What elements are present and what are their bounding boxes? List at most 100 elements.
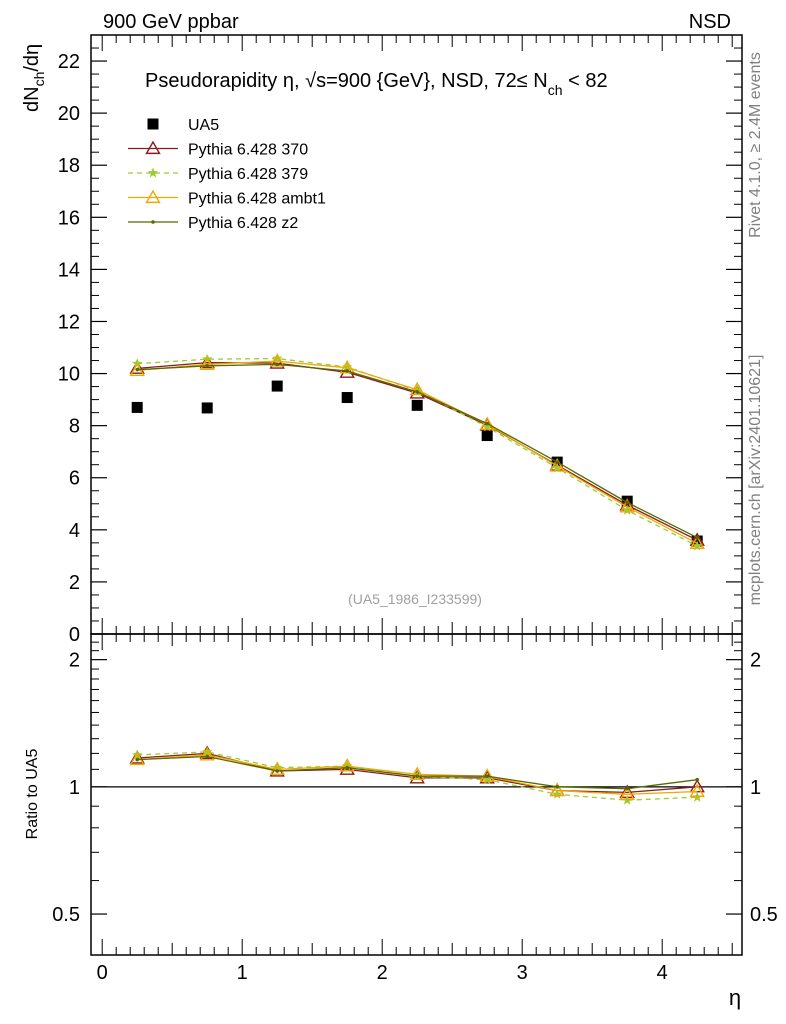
legend-marker — [145, 140, 161, 155]
y-tick-label-right: 1 — [750, 777, 761, 799]
data-point-z2 — [345, 765, 350, 770]
plot-title-main: Pseudorapidity η, √s=900 {GeV}, NSD, 72≤… — [145, 70, 548, 92]
legend-item-z2: Pythia 6.428 z2 — [128, 215, 298, 232]
data-point-UA5 — [411, 399, 423, 411]
legend-item-UA5: UA5 — [147, 117, 219, 134]
data-point-ambt1 — [549, 458, 565, 472]
data-point-UA5 — [271, 380, 283, 392]
legend-marker — [147, 167, 159, 178]
data-point-z2 — [135, 367, 139, 372]
data-point-UA5 — [201, 402, 213, 414]
x-axis-label: η — [729, 985, 741, 1010]
data-point-ambt1 — [339, 758, 355, 772]
data-point-z2 — [275, 362, 280, 367]
data-point-p379 — [482, 774, 493, 785]
series-UA5 — [131, 380, 703, 547]
data-point-p379 — [552, 788, 563, 799]
data-point-ambt1 — [409, 766, 425, 781]
data-point-ambt1 — [129, 751, 145, 766]
mcplots-label: mcplots.cern.ch [arXiv:2401.10621] — [747, 355, 764, 606]
header-right: NSD — [689, 11, 731, 33]
legend-label: Pythia 6.428 370 — [188, 142, 308, 159]
data-point-UA5 — [481, 430, 493, 442]
y-tick-label-right: 0.5 — [750, 904, 778, 926]
data-point-UA5 — [341, 392, 353, 404]
x-tick-label: 0 — [97, 962, 108, 984]
main-panel: 0 2 4 6 8 10 12 14 16 18 20 22 — [58, 34, 743, 646]
data-point-p370 — [269, 355, 285, 369]
data-point-z2 — [555, 460, 559, 464]
x-tick-label: 3 — [517, 962, 528, 984]
data-point-z2 — [485, 421, 490, 426]
data-point-p379 — [552, 462, 563, 473]
plot-title: Pseudorapidity η, √s=900 {GeV}, NSD, 72≤… — [145, 70, 608, 98]
data-point-z2 — [695, 777, 699, 782]
y-tick-label: 0.5 — [52, 904, 80, 926]
data-point-z2 — [205, 363, 209, 368]
series-z2 — [135, 362, 699, 540]
data-point-ambt1 — [199, 747, 215, 761]
ratio-panel: 0.5 0.5 1 1 2 2 0 1 2 3 4 — [52, 633, 778, 984]
x-tick-label: 1 — [237, 962, 248, 984]
data-point-z2 — [415, 774, 420, 778]
data-point-ambt1 — [619, 498, 635, 513]
legend-label: Pythia 6.428 ambt1 — [188, 191, 326, 208]
main-ylabel-a: dN — [21, 86, 43, 112]
plot-title-sub: ch — [548, 82, 563, 98]
main-ylabel-b: /dη — [21, 44, 43, 72]
analysis-watermark: (UA5_1986_I233599) — [348, 591, 482, 607]
y-tick-label: 18 — [58, 155, 80, 177]
header-left: 900 GeV ppbar — [103, 11, 239, 33]
data-point-ambt1 — [479, 416, 495, 430]
main-ylabel-sub: ch — [31, 72, 47, 87]
y-tick-label: 1 — [69, 777, 80, 799]
data-point-p379 — [692, 540, 703, 551]
y-tick-label: 2 — [69, 572, 80, 594]
data-point-p379 — [482, 421, 493, 432]
data-point-ambt1 — [689, 535, 705, 549]
data-point-z2 — [695, 535, 699, 540]
data-point-p379 — [342, 361, 353, 372]
y-tick-label: 12 — [58, 311, 80, 333]
y-tick-label: 2 — [69, 650, 80, 672]
data-point-ambt1 — [409, 381, 425, 396]
y-tick-label: 20 — [58, 103, 80, 125]
y-tick-label: 0 — [69, 624, 80, 646]
data-point-ambt1 — [619, 786, 635, 800]
data-point-z2 — [625, 500, 629, 505]
data-point-z2 — [205, 754, 209, 759]
legend-item-p379: Pythia 6.428 379 — [128, 166, 308, 183]
x-tick-label: 4 — [657, 962, 668, 984]
y-tick-label: 8 — [69, 416, 80, 438]
main-ylabel: dNch/dη — [21, 44, 47, 112]
ratio-ylabel: Ratio to UA5 — [24, 749, 41, 840]
data-point-z2 — [625, 786, 629, 791]
data-point-z2 — [275, 769, 280, 773]
data-point-ambt1 — [689, 783, 705, 798]
data-point-z2 — [485, 774, 490, 778]
y-tick-label: 4 — [69, 520, 80, 542]
legend-marker — [147, 118, 159, 130]
series-line-p379 — [137, 357, 698, 547]
ratio-panel-frame — [90, 633, 743, 956]
data-point-p379 — [622, 504, 633, 515]
y-tick-label: 16 — [58, 207, 80, 229]
series-line-ambt1 — [137, 360, 698, 544]
data-point-z2 — [345, 369, 350, 373]
data-point-ambt1 — [269, 761, 285, 775]
legend-item-p370: Pythia 6.428 370 — [128, 140, 308, 159]
series-ambt1 — [129, 353, 705, 549]
legend-marker — [145, 189, 161, 204]
data-point-z2 — [555, 785, 559, 789]
y-tick-label: 10 — [58, 364, 80, 386]
x-tick-label: 2 — [377, 962, 388, 984]
data-point-UA5 — [131, 401, 143, 413]
data-point-p370 — [409, 769, 425, 784]
legend-label: Pythia 6.428 z2 — [188, 215, 298, 232]
legend-label: UA5 — [188, 117, 219, 134]
y-tick-label: 22 — [58, 51, 80, 73]
data-point-p379 — [202, 746, 213, 757]
data-point-z2 — [415, 389, 420, 394]
data-point-ambt1 — [199, 356, 215, 371]
